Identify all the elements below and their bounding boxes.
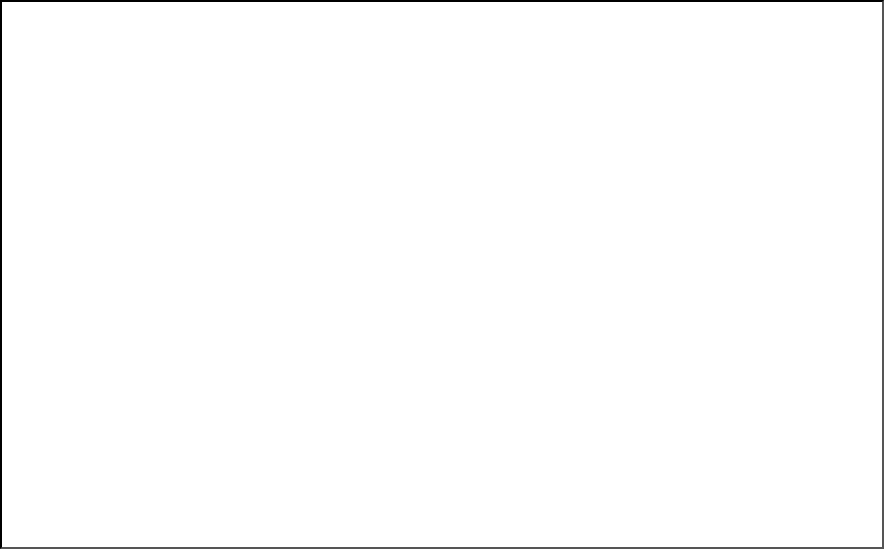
stacked-3d-bar-chart <box>0 0 884 549</box>
chart-frame <box>0 0 884 549</box>
